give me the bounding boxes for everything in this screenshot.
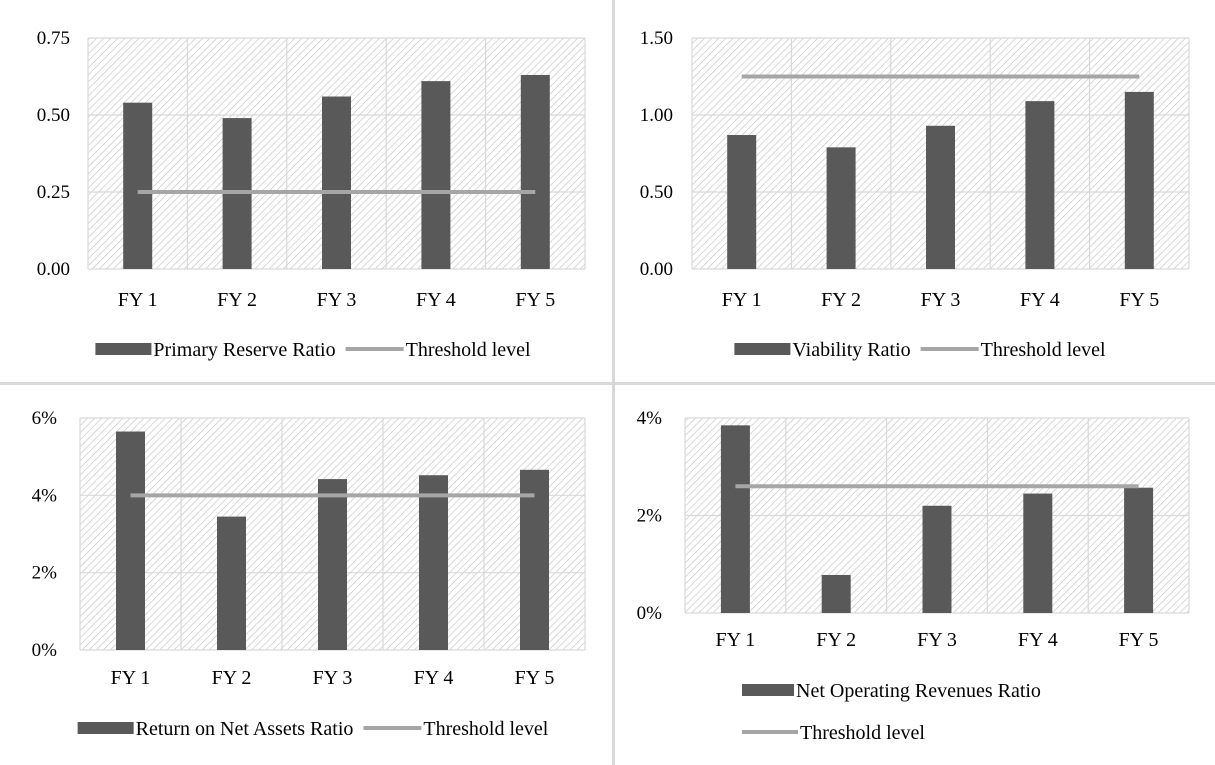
x-tick-label: FY 1 bbox=[118, 289, 158, 311]
bar bbox=[1124, 487, 1154, 613]
x-tick-label: FY 1 bbox=[111, 667, 151, 689]
legend: Primary Reserve Ratio Threshold level bbox=[95, 339, 531, 361]
bar bbox=[322, 96, 351, 270]
y-tick-label: 1.00 bbox=[640, 105, 673, 126]
chart-viability-ratio: 0.00 0.50 1.00 1.50 FY 1 FY 2 FY 3 FY 4 FY 5 Viab… bbox=[640, 28, 1190, 361]
bar bbox=[1124, 91, 1154, 270]
bar bbox=[520, 469, 549, 650]
legend-label: Threshold level bbox=[800, 722, 925, 744]
legend-swatch-bar bbox=[734, 343, 791, 355]
bar bbox=[1023, 493, 1053, 613]
bar bbox=[826, 147, 856, 269]
x-tick-label: FY 3 bbox=[917, 629, 957, 651]
bar bbox=[419, 475, 448, 650]
legend: Return on Net Assets Ratio Threshold leve… bbox=[77, 718, 549, 740]
x-tick-label: FY 4 bbox=[416, 289, 456, 311]
y-tick-label: 0% bbox=[637, 603, 663, 624]
y-tick-label: 1.50 bbox=[640, 28, 673, 49]
chart-panel-return-on-net-assets: 0% 2% 4% 6% FY 1 FY 2 FY 3 FY 4 FY 5 Return on Ne… bbox=[0, 385, 612, 765]
y-tick-label: 4% bbox=[637, 408, 663, 429]
y-tick-label: 6% bbox=[32, 408, 58, 429]
y-tick-label: 0.50 bbox=[640, 182, 673, 203]
y-tick-label: 0.50 bbox=[37, 105, 70, 126]
legend-swatch-bar bbox=[95, 343, 152, 355]
bar bbox=[926, 125, 955, 269]
y-tick-label: 2% bbox=[637, 506, 663, 527]
x-tick-label: FY 1 bbox=[715, 629, 755, 651]
bar bbox=[421, 81, 451, 270]
x-tick-label: FY 2 bbox=[212, 667, 252, 689]
bar bbox=[520, 74, 550, 270]
bar bbox=[720, 425, 750, 613]
y-tick-label: 2% bbox=[32, 563, 58, 584]
y-tick-label: 4% bbox=[32, 485, 58, 506]
panel-divider-horizontal bbox=[0, 382, 1215, 385]
x-tick-label: FY 1 bbox=[722, 289, 762, 311]
y-tick-label: 0% bbox=[32, 640, 58, 661]
legend-swatch-bar bbox=[77, 722, 134, 734]
legend: Net Operating Revenues Ratio Threshold le… bbox=[742, 680, 1041, 744]
bar bbox=[318, 479, 347, 650]
x-tick-label: FY 4 bbox=[414, 667, 454, 689]
chart-return-on-net-assets-ratio: 0% 2% 4% 6% FY 1 FY 2 FY 3 FY 4 FY 5 Return on Ne… bbox=[32, 408, 586, 740]
x-tick-label: FY 3 bbox=[313, 667, 353, 689]
bar bbox=[922, 505, 952, 613]
x-tick-label: FY 2 bbox=[816, 629, 856, 651]
legend-label: Viability Ratio bbox=[792, 339, 910, 361]
bar bbox=[217, 516, 246, 650]
x-tick-label: FY 5 bbox=[1119, 289, 1159, 311]
x-tick-label: FY 5 bbox=[1119, 629, 1159, 651]
legend-label: Threshold level bbox=[406, 339, 531, 361]
y-tick-label: 0.00 bbox=[640, 259, 673, 280]
chart-panel-viability: 0.00 0.50 1.00 1.50 FY 1 FY 2 FY 3 FY 4 FY 5 Viab… bbox=[615, 0, 1215, 382]
bar bbox=[727, 135, 757, 269]
y-tick-label: 0.75 bbox=[37, 28, 70, 49]
x-tick-label: FY 5 bbox=[515, 667, 555, 689]
bar bbox=[1025, 101, 1055, 269]
x-tick-label: FY 2 bbox=[821, 289, 861, 311]
legend-label: Net Operating Revenues Ratio bbox=[796, 680, 1041, 702]
y-tick-label: 0.00 bbox=[37, 259, 70, 280]
legend: Viability Ratio Threshold level bbox=[734, 339, 1106, 361]
bar bbox=[116, 431, 145, 650]
legend-label: Threshold level bbox=[423, 718, 548, 740]
bar bbox=[821, 574, 851, 613]
x-tick-label: FY 3 bbox=[921, 289, 961, 311]
y-tick-label: 0.25 bbox=[37, 182, 70, 203]
chart-panel-primary-reserve: 0.00 0.25 0.50 0.75 FY 1 FY 2 FY 3 FY 4 FY 5 Prim… bbox=[0, 0, 612, 382]
chart-panel-net-operating-revenues: 0% 2% 4% FY 1 FY 2 FY 3 FY 4 FY 5 Net Operating … bbox=[615, 385, 1215, 765]
legend-swatch-bar bbox=[742, 684, 794, 696]
x-tick-label: FY 5 bbox=[515, 289, 555, 311]
bar bbox=[123, 102, 153, 270]
chart-primary-reserve-ratio: 0.00 0.25 0.50 0.75 FY 1 FY 2 FY 3 FY 4 FY 5 Prim… bbox=[37, 28, 586, 361]
legend-label: Return on Net Assets Ratio bbox=[136, 718, 354, 740]
x-tick-label: FY 2 bbox=[217, 289, 257, 311]
x-tick-label: FY 3 bbox=[317, 289, 357, 311]
chart-net-operating-revenues-ratio: 0% 2% 4% FY 1 FY 2 FY 3 FY 4 FY 5 Net Operating … bbox=[637, 408, 1190, 744]
legend-label: Primary Reserve Ratio bbox=[153, 339, 335, 361]
x-tick-label: FY 4 bbox=[1018, 629, 1058, 651]
legend-label: Threshold level bbox=[981, 339, 1106, 361]
x-tick-label: FY 4 bbox=[1020, 289, 1060, 311]
